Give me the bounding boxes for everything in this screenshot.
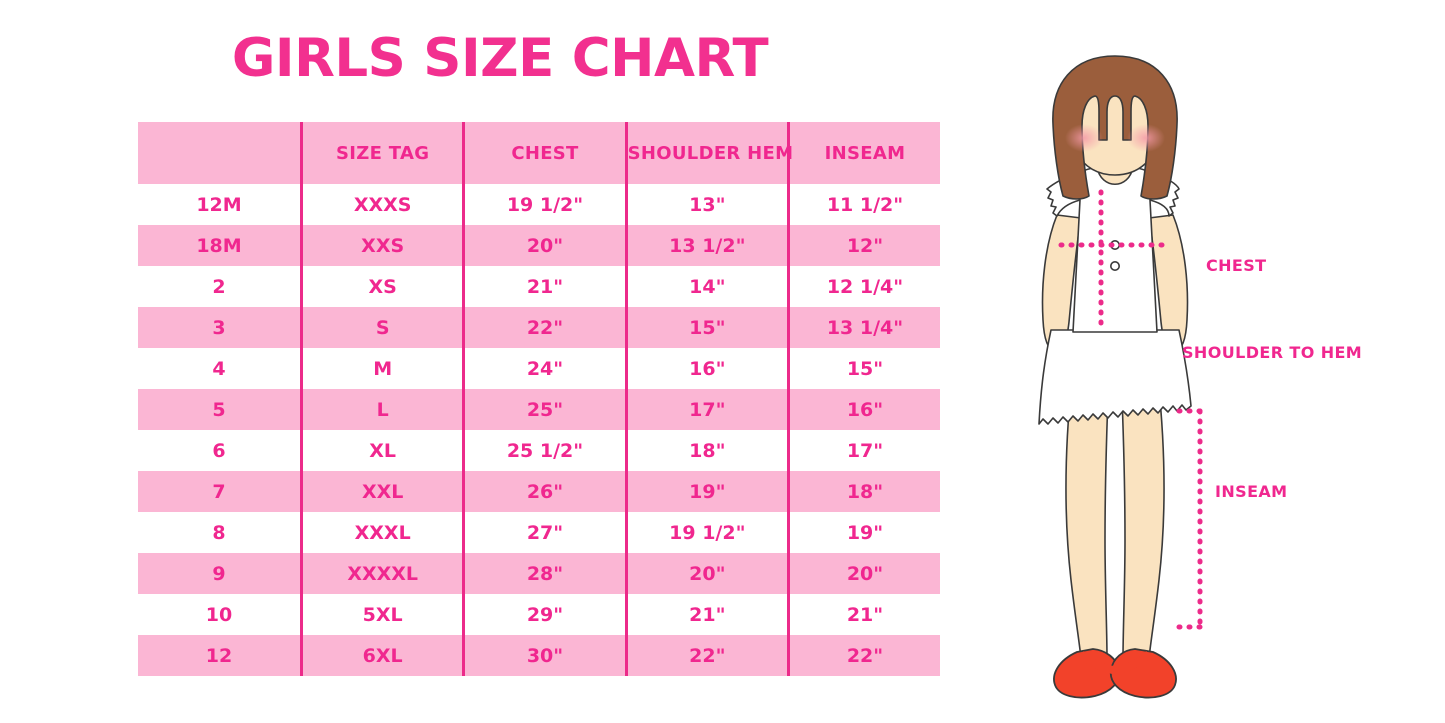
cell-size: 6 bbox=[138, 430, 303, 471]
table-row: 3 S 22" 15" 13 1/4" bbox=[138, 307, 940, 348]
cell-size: 7 bbox=[138, 471, 303, 512]
cell-shoulder-hem: 16" bbox=[626, 348, 791, 389]
left-shoe bbox=[1053, 648, 1121, 699]
cell-size-tag: L bbox=[301, 389, 466, 430]
cell-size: 12 bbox=[138, 635, 303, 676]
bloomer-skirt bbox=[1038, 329, 1192, 425]
column-header-chest: CHEST bbox=[463, 122, 628, 184]
cell-chest: 29" bbox=[463, 594, 628, 635]
cell-chest: 25" bbox=[463, 389, 628, 430]
cell-size-tag: XXXS bbox=[301, 184, 466, 225]
cell-inseam: 15" bbox=[846, 357, 884, 380]
table-row: 9 XXXXL 28" 20" 20" bbox=[138, 553, 940, 594]
cell-shoulder-hem: 15" bbox=[626, 307, 791, 348]
right-shoe-strap bbox=[1116, 651, 1152, 674]
cell-chest: 22" bbox=[463, 307, 628, 348]
cell-size-tag: XXXL bbox=[301, 512, 466, 553]
column-header-size-tag: SIZE TAG bbox=[301, 122, 466, 184]
cell-inseam: 11 1/2" bbox=[826, 193, 904, 216]
cell-chest: 27" bbox=[463, 512, 628, 553]
cell-size-tag: XS bbox=[301, 266, 466, 307]
cell-shoulder-hem: 22" bbox=[626, 635, 791, 676]
table-row: 2 XS 21" 14" 12 1/4" bbox=[138, 266, 940, 307]
cell-inseam: 17" bbox=[846, 439, 884, 462]
cell-inseam: 20" bbox=[846, 562, 884, 585]
table-row: 12M XXXS 19 1/2" 13" 11 1/2" bbox=[138, 184, 940, 225]
table-row: 12 6XL 30" 22" 22" bbox=[138, 635, 940, 676]
column-header-size bbox=[138, 122, 303, 184]
table-row: 18M XXS 20" 13 1/2" 12" bbox=[138, 225, 940, 266]
table-row: 10 5XL 29" 21" 21" bbox=[138, 594, 940, 635]
table-header-row: SIZE TAG CHEST SHOULDER HEM INSEAM bbox=[138, 122, 940, 184]
annotation-inseam: INSEAM bbox=[1215, 482, 1288, 501]
cell-chest: 25 1/2" bbox=[463, 430, 628, 471]
cell-size-tag: XXS bbox=[301, 225, 466, 266]
annotation-chest: CHEST bbox=[1206, 256, 1267, 275]
table-row: 6 XL 25 1/2" 18" 17" bbox=[138, 430, 940, 471]
right-cheek-blush bbox=[1127, 124, 1165, 152]
cell-size: 8 bbox=[138, 512, 303, 553]
cell-size: 4 bbox=[138, 348, 303, 389]
size-table: SIZE TAG CHEST SHOULDER HEM INSEAM 12M XX… bbox=[138, 122, 940, 676]
column-header-inseam: INSEAM bbox=[824, 142, 906, 164]
cell-chest: 30" bbox=[463, 635, 628, 676]
annotation-shoulder-to-hem: SHOULDER TO HEM bbox=[1182, 343, 1363, 362]
girl-figure-illustration bbox=[985, 40, 1245, 705]
cell-size: 9 bbox=[138, 553, 303, 594]
cell-chest: 26" bbox=[463, 471, 628, 512]
table-row: 8 XXXL 27" 19 1/2" 19" bbox=[138, 512, 940, 553]
cell-size: 2 bbox=[138, 266, 303, 307]
left-cheek-blush bbox=[1065, 124, 1103, 152]
cell-size: 3 bbox=[138, 307, 303, 348]
cell-size-tag: M bbox=[301, 348, 466, 389]
cell-chest: 28" bbox=[463, 553, 628, 594]
cell-inseam: 22" bbox=[846, 644, 884, 667]
left-shoe-strap bbox=[1078, 651, 1114, 674]
cell-size: 5 bbox=[138, 389, 303, 430]
cell-inseam: 13 1/4" bbox=[826, 316, 904, 339]
cell-inseam: 21" bbox=[846, 603, 884, 626]
table-header: SIZE TAG CHEST SHOULDER HEM INSEAM bbox=[138, 122, 940, 184]
cell-size-tag: 6XL bbox=[301, 635, 466, 676]
cell-shoulder-hem: 14" bbox=[626, 266, 791, 307]
cell-inseam: 12" bbox=[846, 234, 884, 257]
cell-shoulder-hem: 13" bbox=[626, 184, 791, 225]
cell-inseam: 19" bbox=[846, 521, 884, 544]
button-lower bbox=[1110, 261, 1121, 272]
table-row: 7 XXL 26" 19" 18" bbox=[138, 471, 940, 512]
page-title: GIRLS SIZE CHART bbox=[231, 28, 769, 89]
cell-inseam: 16" bbox=[846, 398, 884, 421]
cell-shoulder-hem: 21" bbox=[626, 594, 791, 635]
column-header-shoulder-hem: SHOULDER HEM bbox=[626, 122, 793, 184]
cell-chest: 21" bbox=[463, 266, 628, 307]
table-body: 12M XXXS 19 1/2" 13" 11 1/2" 18M XXS 20" 13 1/2"… bbox=[138, 184, 940, 676]
cell-size-tag: XXXXL bbox=[301, 553, 466, 594]
cell-chest: 20" bbox=[463, 225, 628, 266]
cell-shoulder-hem: 19" bbox=[626, 471, 791, 512]
inseam-bracket bbox=[1176, 408, 1204, 630]
cell-size-tag: XL bbox=[301, 430, 466, 471]
cell-size-tag: XXL bbox=[301, 471, 466, 512]
cell-inseam: 12 1/4" bbox=[826, 275, 904, 298]
cell-chest: 19 1/2" bbox=[463, 184, 628, 225]
cell-size: 18M bbox=[138, 225, 303, 266]
size-table-container: SIZE TAG CHEST SHOULDER HEM INSEAM 12M XX… bbox=[138, 122, 940, 676]
cell-shoulder-hem: 17" bbox=[626, 389, 791, 430]
cell-chest: 24" bbox=[463, 348, 628, 389]
cell-shoulder-hem: 20" bbox=[626, 553, 791, 594]
cell-shoulder-hem: 19 1/2" bbox=[626, 512, 791, 553]
right-shoe bbox=[1109, 648, 1177, 699]
cell-shoulder-hem: 18" bbox=[626, 430, 791, 471]
cell-size: 12M bbox=[138, 184, 303, 225]
table-row: 4 M 24" 16" 15" bbox=[138, 348, 940, 389]
cell-size: 10 bbox=[138, 594, 303, 635]
cell-inseam: 18" bbox=[846, 480, 884, 503]
hair bbox=[1052, 55, 1178, 200]
cell-shoulder-hem: 13 1/2" bbox=[626, 225, 791, 266]
table-row: 5 L 25" 17" 16" bbox=[138, 389, 940, 430]
cell-size-tag: 5XL bbox=[301, 594, 466, 635]
cell-size-tag: S bbox=[301, 307, 466, 348]
